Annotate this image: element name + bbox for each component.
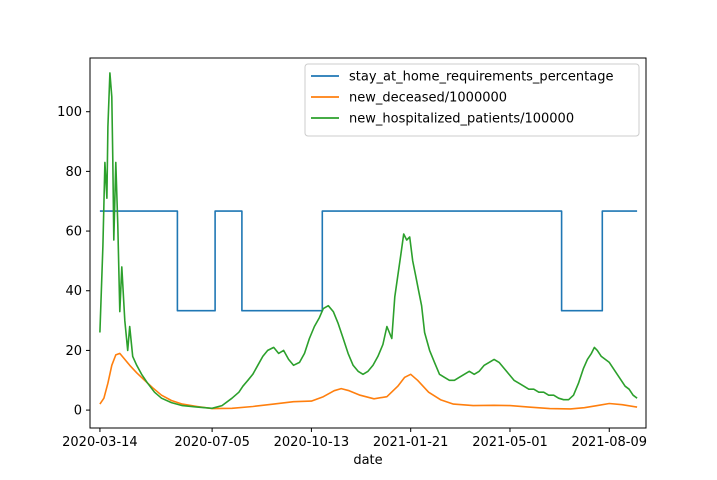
legend-box [304,63,640,137]
x-tick-label: 2021-01-21 [373,435,449,450]
x-axis-label: date [353,453,382,468]
x-axis: 2020-03-14 2020-07-05 2020-10-13 2021-01-21… [62,428,647,450]
legend: stay_at_home_requirements_percentage new_… [304,63,640,137]
x-tick-label: 2021-05-01 [472,435,548,450]
plot-frame [89,57,647,429]
series-line-0 [99,210,638,312]
legend-label-2: new_hospitalized_patients/100000 [349,112,574,127]
x-tick-label: 2021-08-09 [571,435,647,450]
y-axis: 0 20 40 60 80 100 [57,105,90,419]
legend-label-1: new_deceased/1000000 [349,91,507,106]
x-tick-label: 2020-07-05 [174,435,250,450]
y-tick-label: 100 [57,105,82,120]
y-tick-label: 80 [65,165,82,180]
y-tick-label: 60 [65,225,82,240]
y-tick-label: 40 [65,284,82,299]
x-tick-label: 2020-10-13 [274,435,350,450]
y-tick-label: 0 [74,404,82,419]
series-line-2 [99,72,638,410]
y-tick-label: 20 [65,344,82,359]
x-tick-label: 2020-03-14 [62,435,138,450]
series-layer [99,72,638,410]
legend-label-0: stay_at_home_requirements_percentage [349,70,613,85]
series-line-1 [99,352,638,410]
